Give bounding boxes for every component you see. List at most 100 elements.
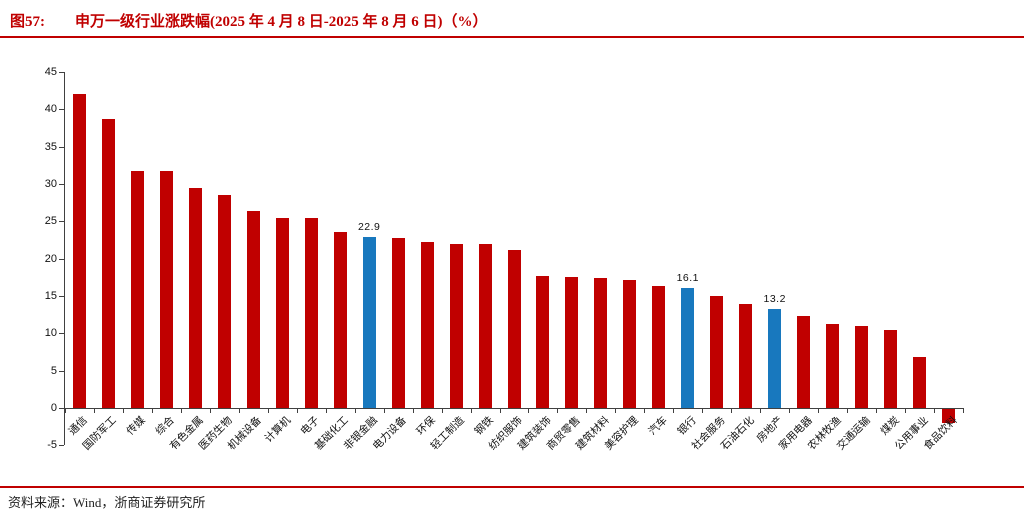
y-tick-label: 20 [44,252,57,265]
y-axis-tick [59,221,64,223]
bar-社会服务 [710,296,724,408]
y-tick-label: 35 [44,140,57,153]
bar-轻工制造 [449,244,463,408]
x-axis-tick [499,409,501,413]
bar-非银金融 [362,237,376,408]
x-axis-tick [441,409,443,413]
footer-divider [0,486,1024,488]
x-axis-line [64,408,964,410]
x-tick-label: 电子 [298,414,323,438]
x-axis-tick [789,409,791,413]
x-axis-tick [122,409,124,413]
x-axis-tick [412,409,414,413]
x-axis-tick [963,409,964,413]
bar-食品饮料 [942,409,956,423]
y-axis-tick [59,370,64,372]
bar-公用事业 [913,357,927,408]
y-tick-label: 25 [44,215,57,228]
x-axis-tick [325,409,327,413]
bar-机械设备 [246,210,260,408]
bar-美容护理 [623,280,637,408]
x-axis-tick [557,409,559,413]
x-axis-tick [209,409,211,413]
bar-钢铁 [478,244,492,408]
data-label: 22.9 [357,221,381,233]
bar-综合 [159,171,173,408]
x-axis-tick [905,409,907,413]
bar-电子 [304,218,318,408]
x-axis-tick [586,409,588,413]
header-divider [0,36,1024,38]
figure-title: 申万一级行业涨跌幅(2025 年 4 月 8 日-2025 年 8 月 6 日)… [75,14,488,30]
bar-汽车 [652,286,666,408]
bar-电力设备 [391,237,405,408]
x-tick-label: 银行 [675,414,699,438]
x-axis-tick [818,409,820,413]
y-axis-tick [59,333,64,335]
x-axis-tick [267,409,269,413]
bar-纺织服饰 [507,249,521,408]
data-label: 13.2 [763,293,786,306]
x-tick-label: 煤炭 [878,414,902,438]
x-axis-tick [934,409,936,413]
bar-银行 [681,287,695,408]
figure-header: 图57: 申万一级行业涨跌幅(2025 年 4 月 8 日-2025 年 8 月 … [10,10,488,31]
bar-计算机 [275,217,289,408]
y-tick-label: 0 [50,402,57,414]
y-axis-tick [59,408,64,409]
x-axis-tick [180,409,182,413]
bar-石油石化 [739,304,753,408]
bar-交通运输 [855,325,869,408]
x-axis-tick [93,409,95,413]
bar-通信 [72,94,86,408]
y-tick-label: 30 [44,178,57,190]
bar-房地产 [768,309,782,408]
y-axis-tick [59,258,64,260]
bar-国防军工 [101,119,115,408]
x-tick-label: 传媒 [124,414,149,438]
bar-煤炭 [884,329,898,408]
x-axis-tick [731,409,733,413]
bar-建筑材料 [594,278,608,408]
x-axis-tick [65,409,66,413]
x-axis-tick [470,409,472,413]
x-axis-tick [847,409,849,413]
data-label: 16.1 [676,271,700,284]
y-tick-label: 5 [50,364,57,377]
x-tick-label: 计算机 [262,414,294,446]
x-tick-label: 环保 [414,414,438,438]
x-axis-tick [354,409,356,413]
y-tick-label: 10 [44,327,57,340]
y-axis-tick [59,109,64,111]
x-axis-tick [615,409,617,413]
y-tick-label: -5 [47,439,57,452]
source-label: 资料来源： [8,495,74,510]
x-axis-tick [296,409,298,413]
y-axis-tick [59,296,64,297]
bar-有色金属 [188,188,202,408]
y-tick-label: 15 [44,290,57,302]
bar-农林牧渔 [826,324,840,408]
bar-环保 [420,242,434,408]
y-axis-tick [59,72,64,73]
bar-传媒 [130,170,144,408]
y-axis-tick [59,184,64,185]
x-axis-tick [673,409,675,413]
x-tick-label: 汽车 [646,414,670,438]
figure-label: 图57: [10,14,45,30]
x-axis-tick [876,409,878,413]
x-tick-label: 综合 [153,414,178,438]
bar-建筑装饰 [536,275,550,408]
x-tick-label: 通信 [66,414,91,438]
source-text: Wind，浙商证券研究所 [73,495,206,510]
x-axis-tick [528,409,530,413]
x-tick-label: 钢铁 [472,414,496,438]
x-axis-tick [151,409,153,413]
bar-家用电器 [797,316,811,408]
y-axis-line [64,72,66,446]
x-axis-tick [644,409,646,413]
y-tick-label: 45 [44,66,57,78]
y-axis-tick [59,146,64,148]
